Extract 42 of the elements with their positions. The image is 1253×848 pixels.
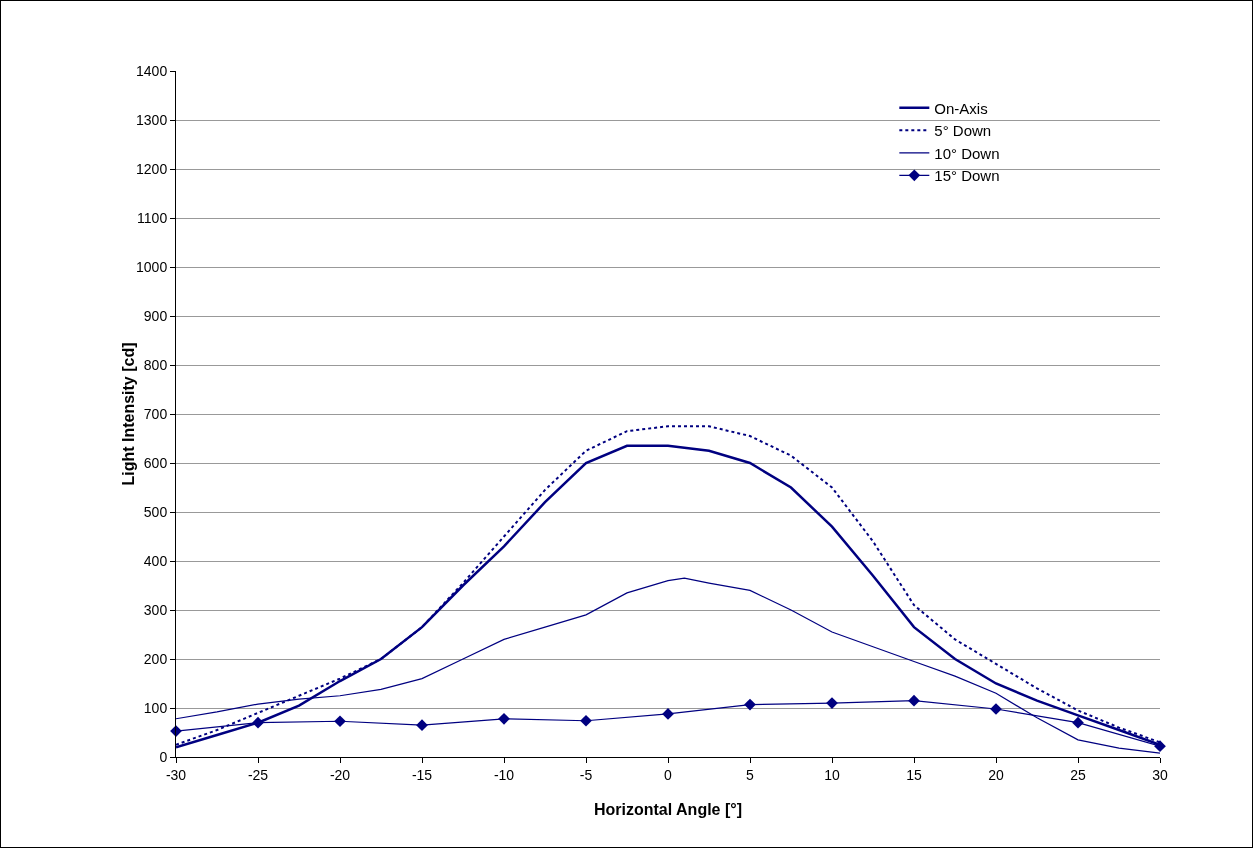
y-tick-label: 1100 <box>137 209 168 226</box>
legend-label: On-Axis <box>934 99 988 117</box>
y-tick-label: 200 <box>143 650 168 667</box>
x-tick-label: 5 <box>746 766 755 783</box>
y-axis-title: Light Intensity [cd] <box>120 342 137 486</box>
point <box>498 712 510 725</box>
y-tick-label: 1200 <box>136 160 168 177</box>
x-tick-label: -20 <box>329 766 351 783</box>
y-tick-label: 600 <box>143 454 168 471</box>
x-tick-label: 10 <box>824 766 840 783</box>
point <box>908 694 920 707</box>
y-tick-label: 500 <box>143 503 168 520</box>
point <box>744 698 756 711</box>
x-tick-label: 15 <box>906 766 922 783</box>
legend-label: 5° Down <box>934 122 992 140</box>
point <box>334 715 346 728</box>
x-tick-label: 0 <box>664 766 673 783</box>
x-axis-title: Horizontal Angle [°] <box>593 801 743 818</box>
x-tick-label: -5 <box>579 766 593 783</box>
x-tick-label: 20 <box>988 766 1004 783</box>
point <box>580 714 592 727</box>
x-tick-label: -15 <box>411 766 433 783</box>
y-tick-label: 100 <box>143 699 168 716</box>
y-tick-label: 1300 <box>136 111 168 128</box>
legend-label: 10° Down <box>934 144 1000 162</box>
x-tick-label: -30 <box>165 766 187 783</box>
x-tick-label: -25 <box>247 766 269 783</box>
y-tick-label: 1400 <box>136 62 168 79</box>
legend-label: 15° Down <box>934 167 1000 185</box>
point <box>1072 716 1084 729</box>
point <box>1154 740 1166 753</box>
y-tick-label: 0 <box>159 748 168 765</box>
y-tick-label: 1000 <box>136 258 168 275</box>
x-tick-label: 30 <box>1152 766 1168 783</box>
y-tick-label: 400 <box>143 552 168 569</box>
y-tick-label: 300 <box>143 601 168 618</box>
x-tick-label: -10 <box>493 766 515 783</box>
point <box>252 716 264 729</box>
y-tick-label: 800 <box>143 356 168 373</box>
y-tick-label: 700 <box>143 405 168 422</box>
y-tick-label: 900 <box>143 307 168 324</box>
x-tick-label: 25 <box>1070 766 1086 783</box>
